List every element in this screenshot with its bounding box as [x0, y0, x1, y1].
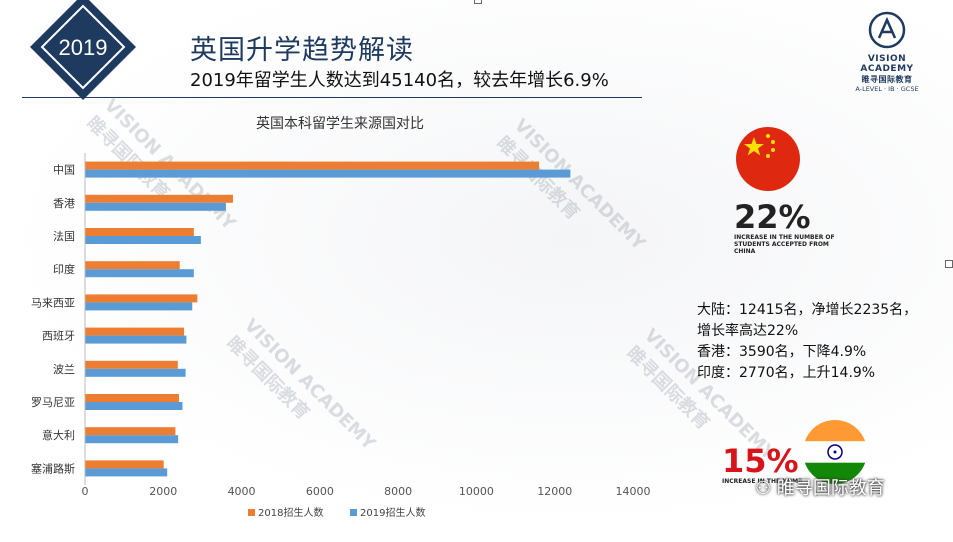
year-badge-text: 2019 [59, 35, 108, 60]
x-tick-label-1: 2000 [149, 485, 177, 498]
bar-2019-7 [85, 402, 183, 410]
bar-2019-6 [85, 368, 186, 377]
year-badge: 2019 [30, 0, 136, 100]
wechat-watermark: ⚇ 睢寻国际教育 [755, 474, 885, 500]
legend-label-1: 2019招生人数 [360, 506, 425, 519]
china-stat-caption: INCREASE IN THE NUMBER OF STUDENTS ACCEP… [734, 234, 835, 255]
stats-note: 大陆：12415名，净增长2235名， 增长率高达22% 香港：3590名，下降… [697, 300, 917, 384]
x-tick-label-4: 8000 [384, 485, 412, 498]
category-label-7: 罗马尼亚 [31, 396, 75, 409]
x-tick-label-7: 14000 [616, 485, 651, 498]
bar-2018-6 [85, 360, 178, 369]
x-tick-label-3: 6000 [306, 485, 334, 498]
legend-swatch-0 [248, 509, 255, 516]
bar-2019-5 [85, 335, 187, 344]
category-label-4: 马来西亚 [31, 296, 75, 309]
bar-2018-1 [85, 194, 233, 203]
bar-2018-4 [85, 294, 198, 303]
china-flag-icon [736, 127, 800, 191]
bar-2019-9 [85, 468, 168, 477]
note-line-4: 印度：2770名，上升14.9% [697, 365, 876, 381]
category-label-6: 波兰 [53, 363, 75, 376]
bar-2018-5 [85, 327, 185, 336]
bar-2019-4 [85, 302, 193, 311]
x-tick-label-0: 0 [82, 485, 89, 498]
logo-name: VISION ACADEMY [860, 54, 914, 74]
title-divider [22, 97, 642, 98]
bar-2018-0 [85, 161, 540, 170]
chart-title: 英国本科留学生来源国对比 [256, 115, 424, 132]
category-label-2: 法国 [53, 229, 75, 243]
note-line-2: 增长率高达22% [697, 323, 799, 339]
x-tick-label-2: 4000 [228, 485, 256, 498]
bar-2018-8 [85, 427, 176, 436]
legend-label-0: 2018招生人数 [258, 506, 323, 519]
wechat-name: 睢寻国际教育 [776, 478, 885, 499]
category-label-0: 中国 [53, 164, 75, 177]
bar-2018-9 [85, 460, 164, 469]
logo-cn: 睢寻国际教育 [861, 75, 913, 84]
bar-2019-1 [85, 202, 226, 211]
x-tick-label-5: 10000 [459, 485, 494, 498]
resize-handle-right[interactable] [945, 260, 953, 268]
page-subtitle: 2019年留学生人数达到45140名，较去年增长6.9% [190, 70, 609, 91]
category-label-5: 西班牙 [42, 330, 75, 343]
bar-2019-2 [85, 236, 201, 244]
bar-2018-7 [85, 394, 179, 402]
note-line-1: 大陆：12415名，净增长2235名， [697, 302, 918, 318]
category-label-1: 香港 [53, 197, 75, 210]
india-stat-percent: 15% [722, 442, 799, 480]
bar-2018-2 [85, 228, 194, 236]
bar-2019-3 [85, 269, 194, 278]
china-stat: 22% INCREASE IN THE NUMBER OF STUDENTS A… [734, 200, 844, 255]
bar-2019-0 [85, 169, 571, 178]
bar-chart: 英国本科留学生来源国对比 中国香港法国印度马来西亚西班牙波兰罗马尼亚意大利塞浦路… [31, 115, 651, 519]
bar-2019-8 [85, 435, 179, 444]
category-label-3: 印度 [53, 262, 75, 276]
category-label-8: 意大利 [42, 428, 75, 442]
page-title: 英国升学趋势解读 [190, 35, 414, 66]
category-label-9: 塞浦路斯 [31, 461, 75, 475]
logo-emblem-icon [868, 11, 906, 49]
wechat-icon: ⚇ [755, 478, 772, 499]
legend-swatch-1 [350, 509, 357, 516]
note-line-3: 香港：3590名，下降4.9% [697, 344, 867, 360]
china-stat-percent: 22% [734, 198, 811, 236]
brand-logo: VISION ACADEMY 睢寻国际教育 A-LEVEL · IB · GCS… [842, 10, 932, 93]
india-flag-icon [803, 420, 867, 484]
resize-handle-top[interactable] [474, 0, 482, 4]
india-stat: 15% INCREASE IN THE NUMBER OF STUDENTS A… [722, 444, 802, 485]
bar-2018-3 [85, 261, 180, 270]
india-stat-caption: INCREASE IN THE NUMBER OF STUDENTS ACCEP… [722, 478, 802, 485]
x-tick-label-6: 12000 [537, 485, 572, 498]
logo-sub: A-LEVEL · IB · GCSE [855, 85, 919, 93]
